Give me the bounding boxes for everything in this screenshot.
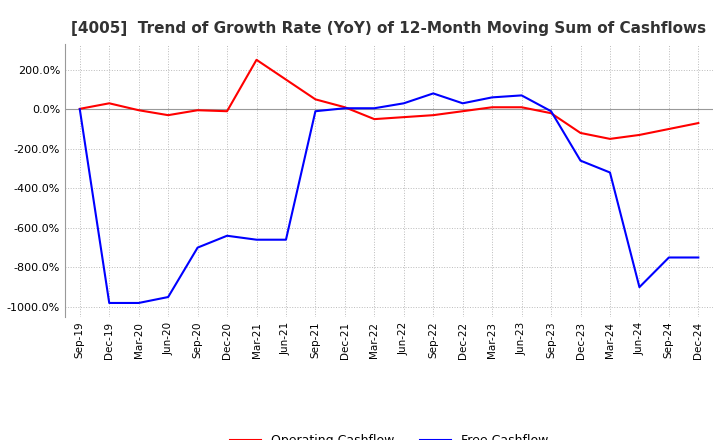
Free Cashflow xyxy=(193,245,202,250)
Free Cashflow xyxy=(105,301,114,306)
Title: [4005]  Trend of Growth Rate (YoY) of 12-Month Moving Sum of Cashflows: [4005] Trend of Growth Rate (YoY) of 12-… xyxy=(71,21,706,36)
Operating Cashflow xyxy=(76,106,84,111)
Free Cashflow xyxy=(341,106,349,111)
Free Cashflow xyxy=(517,93,526,98)
Free Cashflow xyxy=(164,294,173,300)
Free Cashflow xyxy=(76,106,84,112)
Free Cashflow xyxy=(429,91,438,96)
Operating Cashflow xyxy=(193,108,202,113)
Operating Cashflow xyxy=(341,105,349,110)
Operating Cashflow xyxy=(429,113,438,118)
Free Cashflow xyxy=(370,106,379,111)
Operating Cashflow xyxy=(665,126,673,132)
Line: Free Cashflow: Free Cashflow xyxy=(80,93,698,303)
Free Cashflow xyxy=(694,255,703,260)
Operating Cashflow xyxy=(164,113,173,118)
Operating Cashflow xyxy=(400,114,408,120)
Legend: Operating Cashflow, Free Cashflow: Operating Cashflow, Free Cashflow xyxy=(225,429,553,440)
Free Cashflow xyxy=(311,109,320,114)
Free Cashflow xyxy=(606,170,614,175)
Operating Cashflow xyxy=(105,101,114,106)
Free Cashflow xyxy=(576,158,585,163)
Operating Cashflow xyxy=(282,77,290,82)
Operating Cashflow xyxy=(546,110,555,116)
Operating Cashflow xyxy=(370,117,379,122)
Free Cashflow xyxy=(282,237,290,242)
Operating Cashflow xyxy=(135,108,143,113)
Operating Cashflow xyxy=(488,105,497,110)
Free Cashflow xyxy=(665,255,673,260)
Operating Cashflow xyxy=(635,132,644,138)
Operating Cashflow xyxy=(576,130,585,136)
Free Cashflow xyxy=(222,233,231,238)
Operating Cashflow xyxy=(222,109,231,114)
Line: Operating Cashflow: Operating Cashflow xyxy=(80,60,698,139)
Free Cashflow xyxy=(546,109,555,114)
Free Cashflow xyxy=(635,285,644,290)
Free Cashflow xyxy=(252,237,261,242)
Operating Cashflow xyxy=(606,136,614,142)
Operating Cashflow xyxy=(311,97,320,102)
Operating Cashflow xyxy=(459,109,467,114)
Operating Cashflow xyxy=(694,121,703,126)
Operating Cashflow xyxy=(252,57,261,62)
Free Cashflow xyxy=(135,301,143,306)
Free Cashflow xyxy=(459,101,467,106)
Free Cashflow xyxy=(400,101,408,106)
Operating Cashflow xyxy=(517,105,526,110)
Free Cashflow xyxy=(488,95,497,100)
